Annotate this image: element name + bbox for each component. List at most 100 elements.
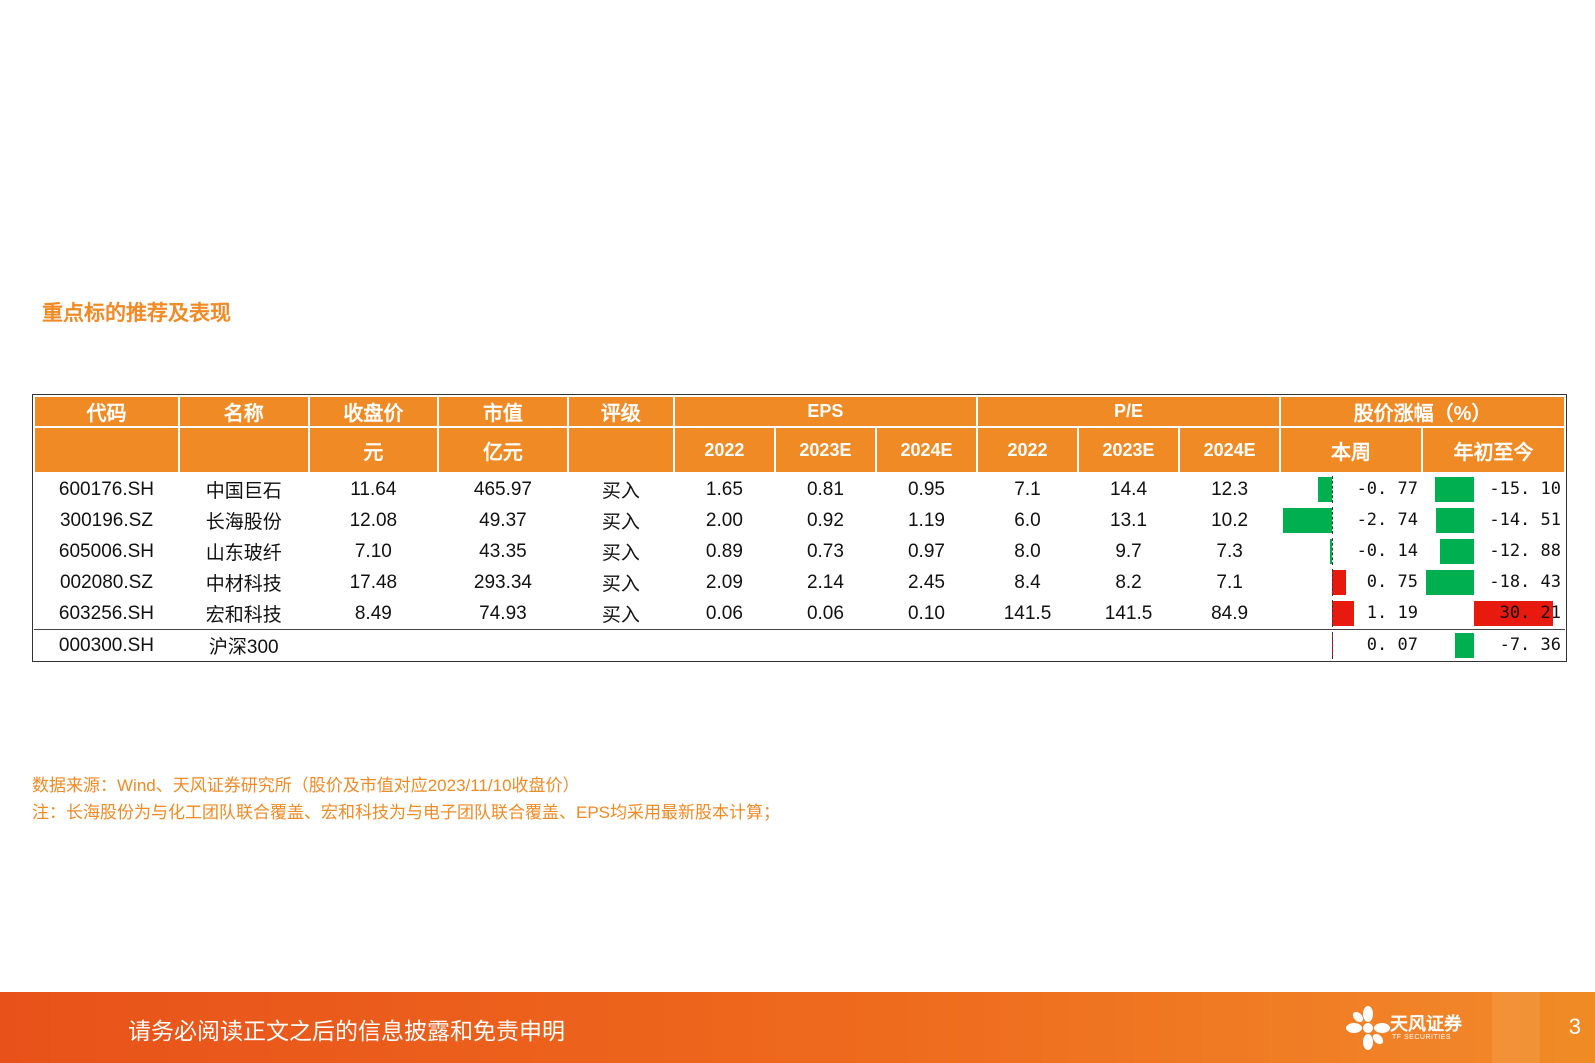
cell-eps-2023e: 0.81: [806, 478, 844, 500]
ytd-bar: [1436, 508, 1474, 533]
cell-eps-2023e: 0.06: [774, 598, 876, 630]
cell-mcap: 43.35: [479, 540, 527, 562]
subheader-eps-2024e: 2024E: [874, 426, 979, 474]
subheader-pe-2023e: 2023E: [1077, 426, 1181, 474]
cell-week-change: 0. 07: [1280, 630, 1422, 662]
ytd-value: -18. 43: [1489, 572, 1561, 592]
col-header-close: 收盘价: [307, 395, 440, 428]
cell-week-change: 1. 19: [1280, 598, 1422, 630]
ytd-value: 30. 21: [1499, 603, 1561, 623]
cell-eps-2023e: 2.14: [806, 571, 844, 593]
zero-line: [1332, 507, 1334, 534]
week-value: 0. 75: [1366, 572, 1418, 592]
week-bar: [1332, 601, 1354, 626]
cell-eps-2022: 0.06: [673, 598, 775, 630]
notes: 数据来源：Wind、天风证券研究所（股价及市值对应2023/11/10收盘价） …: [32, 772, 780, 826]
subheader-close-unit: 元: [307, 426, 440, 474]
cell-eps-2022: [674, 630, 775, 662]
cell-pe-2023e: 9.7: [1115, 540, 1142, 562]
week-bar: [1332, 570, 1346, 595]
ytd-bar: [1473, 601, 1553, 626]
cell-pe-2022: 6.0: [1014, 509, 1041, 531]
subheader-eps-2023e: 2023E: [773, 426, 877, 474]
cell-name: 沪深300: [208, 637, 279, 658]
cell-eps-2023e: [775, 630, 876, 662]
col-header-code: 代码: [33, 395, 180, 428]
col-header-pe: P/E: [975, 395, 1282, 428]
stock-table: 代码 名称 收盘价 市值 评级 EPS P/E 股价涨幅（%） 元 亿元 202…: [32, 394, 1567, 662]
cell-close: 8.49: [308, 598, 439, 630]
subheader-mcap-unit: 亿元: [437, 426, 569, 474]
table-row: 603256.SH 宏和科技 8.49 74.93 买入 0.06 0.06 0.10 141.…: [34, 598, 1565, 630]
cell-mcap: 49.37: [479, 509, 527, 531]
cell-week-change: -0. 77: [1280, 473, 1422, 505]
week-bar: [1282, 508, 1333, 533]
cell-ytd-change: -14. 51: [1422, 505, 1565, 536]
col-header-rating: 评级: [566, 395, 675, 428]
cell-eps-2024e: 0.10: [875, 598, 977, 630]
cell-eps-2022: 2.09: [705, 571, 743, 593]
ytd-bar: [1454, 633, 1474, 658]
footer-decoration: [1540, 992, 1595, 1063]
subheader-eps-2022: 2022: [672, 426, 776, 474]
cell-pe-2024e: 7.3: [1216, 540, 1243, 562]
cell-eps-2024e: [876, 630, 977, 662]
zero-line: [1332, 476, 1334, 503]
cell-eps-2022: 0.89: [705, 540, 743, 562]
cell-pe-2024e: 7.1: [1216, 571, 1243, 593]
subheader-code: [33, 426, 180, 474]
cell-pe-2023e: 141.5: [1078, 598, 1180, 630]
col-header-eps: EPS: [672, 395, 979, 428]
cell-rating: 买入: [567, 598, 674, 630]
footer-decoration: [1492, 992, 1540, 1063]
cell-code: 000300.SH: [58, 634, 154, 656]
ytd-bar: [1440, 539, 1474, 564]
cell-name: 山东玻纤: [205, 543, 282, 564]
cell-pe-2022: 8.0: [1014, 540, 1041, 562]
cell-mcap: 74.93: [438, 598, 568, 630]
cell-ytd-change: -18. 43: [1422, 567, 1565, 598]
cell-name: 宏和科技: [178, 598, 309, 630]
cell-pe-2023e: 14.4: [1110, 478, 1148, 500]
header-row-1: 代码 名称 收盘价 市值 评级 EPS P/E 股价涨幅（%）: [33, 395, 1566, 428]
cell-eps-2024e: 2.45: [907, 571, 945, 593]
page-number: 3: [1568, 1014, 1581, 1039]
cell-week-change: 0. 75: [1280, 567, 1422, 598]
zero-line: [1332, 569, 1334, 596]
disclaimer-text: 请务必阅读正文之后的信息披露和免责申明: [128, 1018, 565, 1044]
cell-eps-2022: 2.00: [705, 509, 743, 531]
cell-pe-2022: [977, 630, 1078, 662]
logo-subtext: TF SECURITIES: [1392, 1034, 1452, 1041]
ytd-value: -14. 51: [1489, 510, 1561, 530]
ytd-value: -15. 10: [1489, 479, 1561, 499]
cell-rating: 买入: [601, 512, 640, 533]
cell-eps-2023e: 0.73: [806, 540, 844, 562]
cell-close: 17.48: [349, 571, 398, 593]
ytd-bar: [1426, 570, 1474, 595]
week-value: -0. 14: [1356, 541, 1418, 561]
cell-close: 7.10: [354, 540, 392, 562]
ytd-value: -12. 88: [1489, 541, 1561, 561]
cell-ytd-change: 30. 21: [1421, 598, 1565, 630]
footer: 请务必阅读正文之后的信息披露和免责申明 天风证券 TF SECURITIES 3: [0, 992, 1595, 1063]
cell-code: 603256.SH: [34, 598, 179, 630]
table-row: 000300.SH 沪深300 0. 07 -7. 36: [34, 630, 1565, 662]
table-row: 605006.SH 山东玻纤 7.10 43.35 买入 0.89 0.73 0.97 8.0 9…: [34, 536, 1565, 567]
source-note: 数据来源：Wind、天风证券研究所（股价及市值对应2023/11/10收盘价）: [32, 776, 580, 795]
subheader-name: [177, 426, 310, 474]
ytd-bar: [1434, 477, 1474, 502]
zero-line: [1332, 632, 1334, 659]
cell-close: 12.08: [349, 509, 398, 531]
cell-mcap: 465.97: [473, 478, 532, 500]
zero-line: [1332, 538, 1334, 565]
week-value: -2. 74: [1356, 510, 1418, 530]
cell-eps-2023e: 0.92: [806, 509, 844, 531]
cell-rating: 买入: [601, 574, 640, 595]
cell-rating: 买入: [601, 543, 640, 564]
cell-mcap: 293.34: [473, 571, 532, 593]
cell-week-change: -0. 14: [1280, 536, 1422, 567]
cell-code: 605006.SH: [58, 540, 154, 562]
ytd-value: -7. 36: [1499, 635, 1561, 655]
header-row-2: 元 亿元 2022 2023E 2024E 2022 2023E 2024E 本…: [33, 426, 1567, 474]
cell-mcap: [438, 630, 568, 662]
